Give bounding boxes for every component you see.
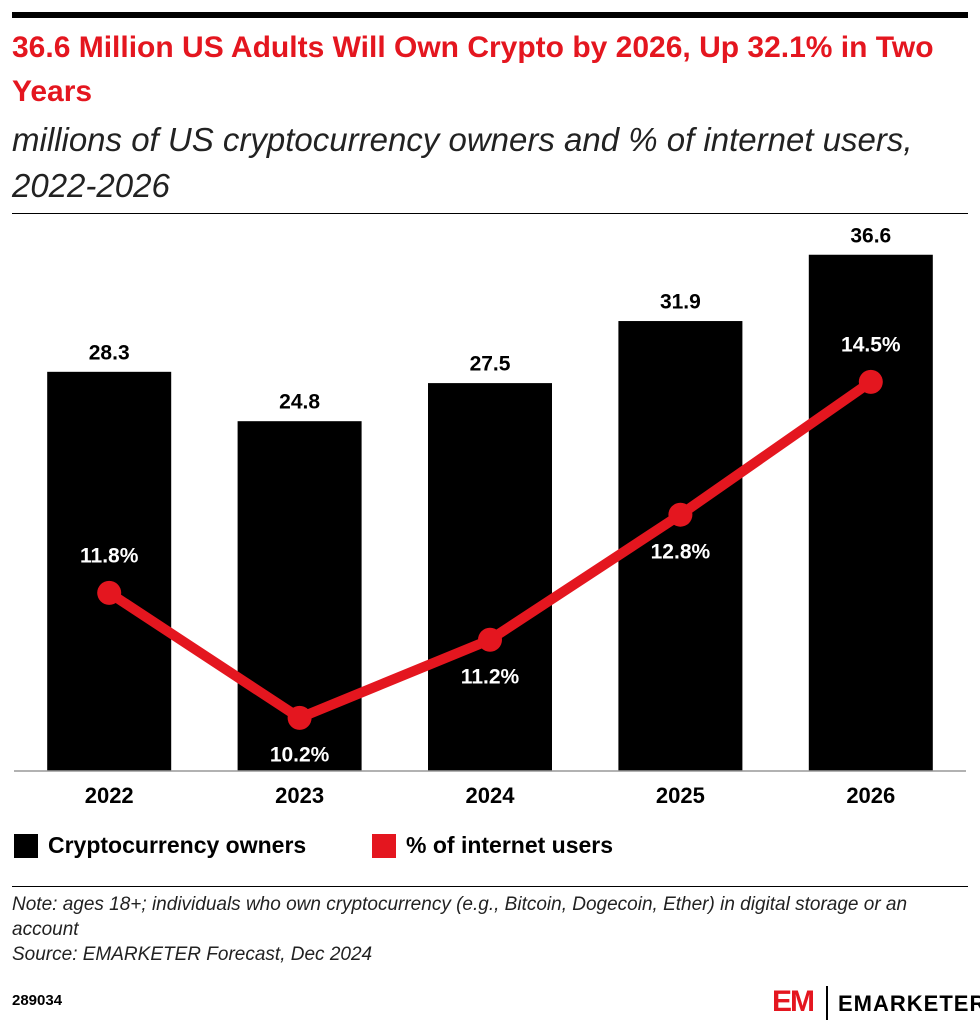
bar-label: 36.6	[850, 224, 891, 247]
point	[287, 705, 312, 730]
legend-swatch	[14, 834, 38, 858]
legend-label: Cryptocurrency owners	[48, 832, 306, 858]
top-rule	[12, 12, 968, 18]
logo-divider	[826, 986, 828, 1020]
point-label: 10.2%	[270, 743, 330, 766]
note: Note: ages 18+; individuals who own cryp…	[12, 894, 908, 940]
point-label: 11.2%	[461, 665, 520, 688]
chart-subtitle: millions of US cryptocurrency owners and…	[12, 121, 913, 204]
x-tick-label: 2026	[846, 783, 895, 808]
point-label: 14.5%	[841, 333, 901, 356]
chart-title: 36.6 Million US Adults Will Own Crypto b…	[12, 31, 934, 108]
legend-label: % of internet users	[406, 832, 613, 858]
point	[668, 502, 693, 527]
bar	[428, 383, 552, 771]
x-tick-label: 2024	[466, 783, 516, 808]
source: Source: EMARKETER Forecast, Dec 2024	[12, 944, 373, 965]
x-tick-label: 2023	[275, 783, 324, 808]
x-tick-label: 2022	[85, 783, 134, 808]
rule	[12, 213, 968, 214]
chart: 28.3 24.8 27.5 31.9 36.6 2022 2023 2024 2025 2026…	[14, 224, 966, 858]
bar-label: 24.8	[279, 391, 320, 414]
chart-id: 289034	[12, 992, 63, 1009]
bar-label: 31.9	[660, 291, 701, 314]
bar-label: 27.5	[470, 353, 511, 376]
point	[97, 580, 122, 605]
brand: EMARKETER	[838, 991, 980, 1016]
point	[858, 369, 883, 394]
bar-label: 28.3	[89, 341, 130, 364]
point-label: 11.8%	[80, 544, 139, 567]
bar	[47, 371, 172, 771]
legend-swatch	[372, 834, 396, 858]
point-label: 12.8%	[651, 540, 711, 563]
x-tick-label: 2025	[656, 783, 705, 808]
bar	[808, 254, 933, 771]
logo-mark: EM	[772, 985, 815, 1018]
point	[478, 627, 502, 652]
rule	[12, 886, 968, 887]
